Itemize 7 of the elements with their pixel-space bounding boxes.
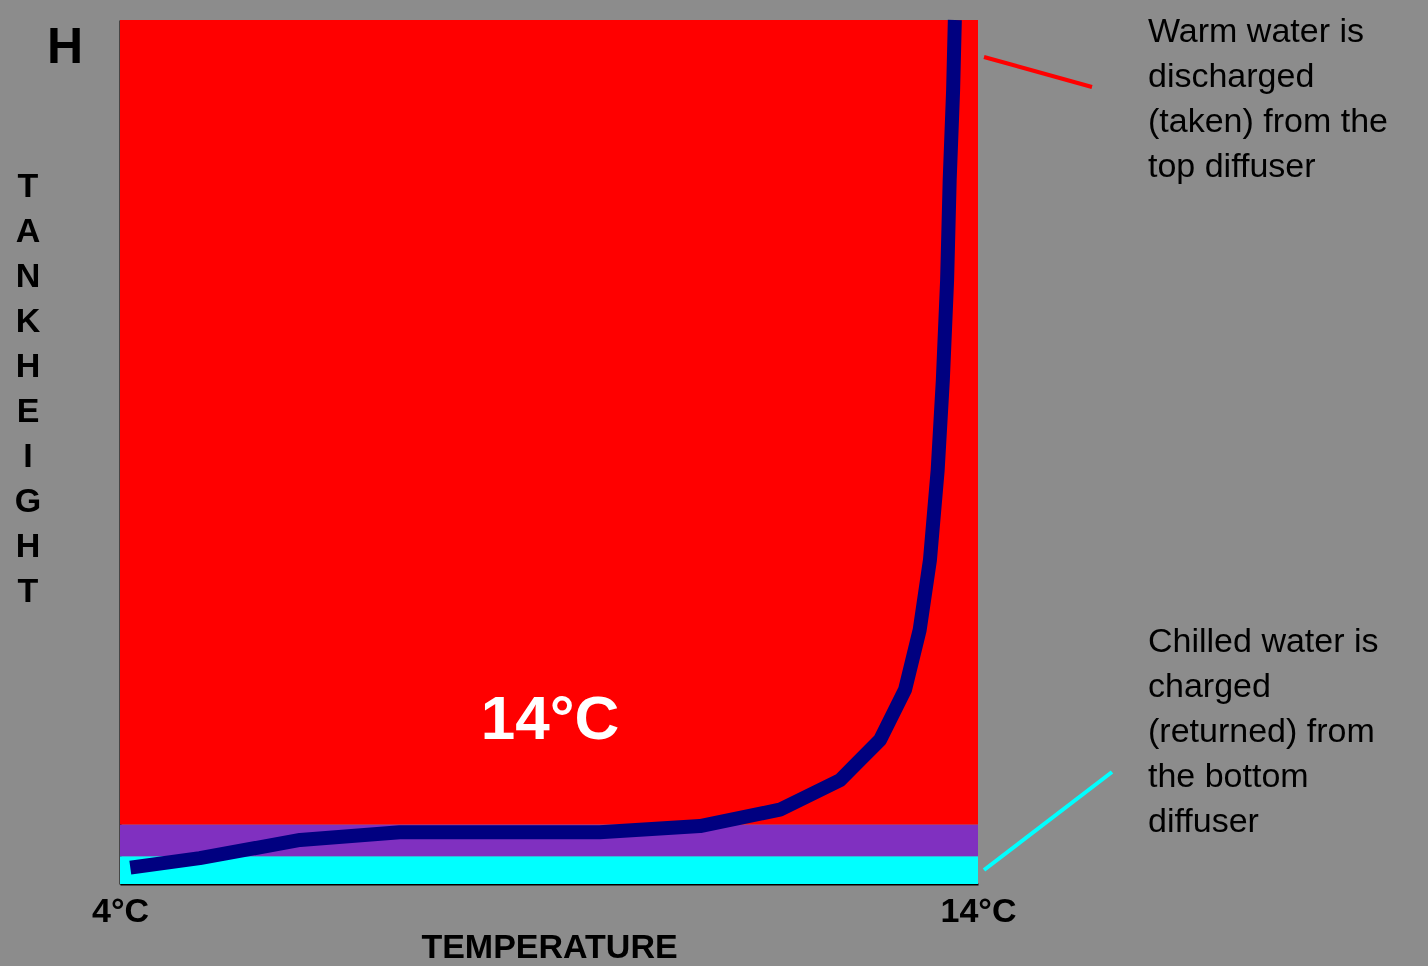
text: H <box>46 18 84 74</box>
text: Warm water is discharged (taken) from the top diffuser <box>1148 11 1388 184</box>
annotation: 14°C <box>480 683 620 752</box>
text: Chilled water is charged (returned) from the bottom diffuser <box>1148 621 1379 839</box>
x-axis-title: TEMPERATURE <box>421 926 678 965</box>
text: TANK HEIGHT <box>14 166 42 609</box>
x-tick-label: 4°C <box>91 890 150 929</box>
